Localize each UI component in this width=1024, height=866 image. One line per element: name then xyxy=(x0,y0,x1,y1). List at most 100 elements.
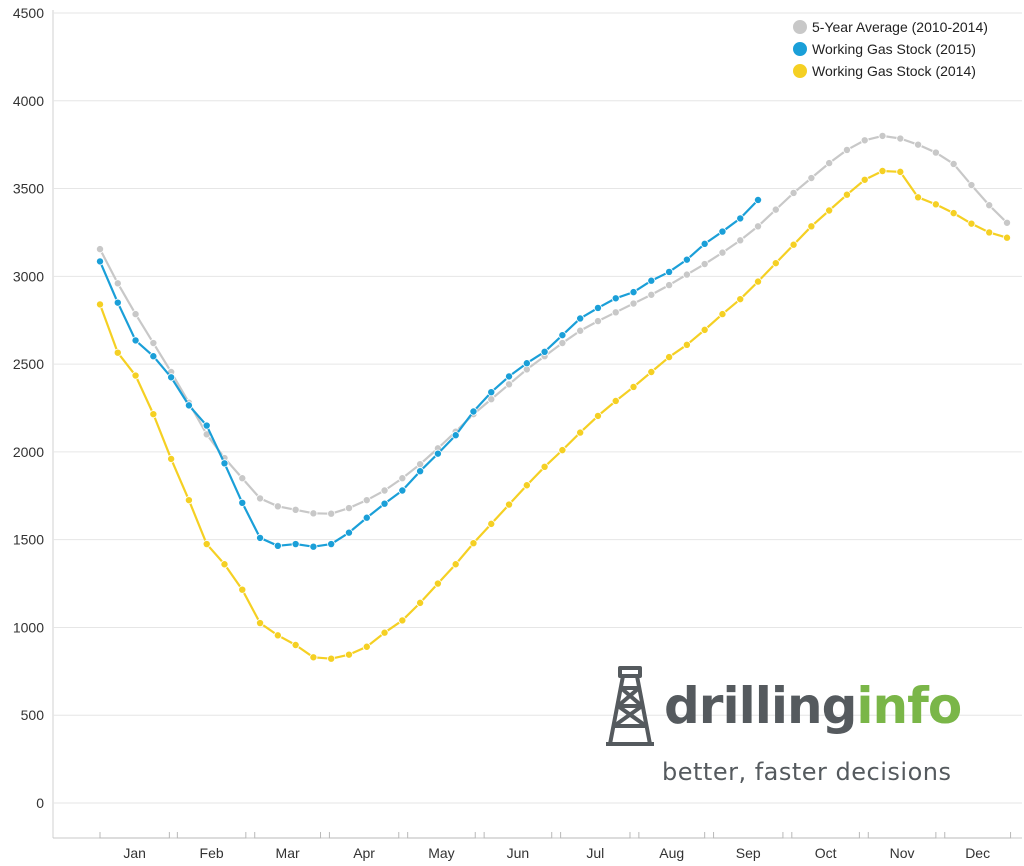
data-point xyxy=(700,239,709,248)
data-point xyxy=(985,228,994,237)
x-month-bracket xyxy=(867,832,937,839)
data-point xyxy=(149,352,158,361)
data-point xyxy=(131,310,140,319)
data-point xyxy=(291,641,300,650)
data-point xyxy=(416,467,425,476)
data-point xyxy=(113,279,122,288)
data-point xyxy=(896,167,905,176)
data-point xyxy=(771,205,780,214)
data-point xyxy=(771,259,780,268)
x-month-bracket xyxy=(713,832,784,839)
y-tick-label: 0 xyxy=(36,795,44,811)
data-point xyxy=(878,131,887,140)
data-point xyxy=(184,496,193,505)
legend-label: 5-Year Average (2010-2014) xyxy=(812,19,988,35)
x-tick-label: Apr xyxy=(353,845,375,861)
data-point xyxy=(344,528,353,537)
data-point xyxy=(256,619,265,628)
drillinginfo-logo: drillinginfo better, faster decisions xyxy=(606,666,986,796)
data-point xyxy=(149,339,158,348)
oil-rig-icon xyxy=(606,666,654,746)
data-point xyxy=(931,200,940,209)
x-tick-label: Jan xyxy=(123,845,146,861)
data-point xyxy=(665,267,674,276)
data-point xyxy=(682,255,691,264)
data-point xyxy=(113,298,122,307)
y-tick-label: 2000 xyxy=(13,444,44,460)
y-tick-label: 1500 xyxy=(13,532,44,548)
data-point xyxy=(362,496,371,505)
data-point xyxy=(629,299,638,308)
data-point xyxy=(593,411,602,420)
data-point xyxy=(327,540,336,549)
data-point xyxy=(611,294,620,303)
data-point xyxy=(825,159,834,168)
data-point xyxy=(967,219,976,228)
data-point xyxy=(949,209,958,218)
legend-swatch xyxy=(792,41,808,57)
data-point xyxy=(291,540,300,549)
gridlines xyxy=(52,10,1022,838)
x-month-bracket xyxy=(791,832,860,839)
legend-label: Working Gas Stock (2014) xyxy=(812,63,976,79)
data-point xyxy=(718,227,727,236)
series-3 xyxy=(96,166,1012,663)
data-point xyxy=(718,310,727,319)
logo-tagline: better, faster decisions xyxy=(662,758,952,786)
data-point xyxy=(220,560,229,569)
x-month-bracket xyxy=(99,832,170,839)
x-month-bracket xyxy=(328,832,400,839)
data-point xyxy=(113,348,122,357)
data-point xyxy=(647,368,656,377)
data-point xyxy=(416,598,425,607)
data-point xyxy=(878,166,887,175)
data-point xyxy=(451,560,460,569)
x-month-bracket xyxy=(407,832,476,839)
data-point xyxy=(540,462,549,471)
data-point xyxy=(647,290,656,299)
data-point xyxy=(433,579,442,588)
y-tick-label: 3000 xyxy=(13,268,44,284)
x-month-bracket xyxy=(560,832,631,839)
data-point xyxy=(576,314,585,323)
data-point xyxy=(576,326,585,335)
data-point xyxy=(344,504,353,513)
data-point xyxy=(362,513,371,522)
data-point xyxy=(967,181,976,190)
data-point xyxy=(398,474,407,483)
data-point xyxy=(344,650,353,659)
data-point xyxy=(291,505,300,514)
data-point xyxy=(309,509,318,518)
data-point xyxy=(380,628,389,637)
data-point xyxy=(576,428,585,437)
logo-word-drilling: drilling xyxy=(664,677,857,735)
data-point xyxy=(1003,233,1012,242)
data-point xyxy=(700,260,709,269)
data-point xyxy=(807,174,816,183)
data-point xyxy=(522,481,531,490)
data-point xyxy=(914,193,923,202)
x-month-bracket xyxy=(944,832,1012,839)
data-point xyxy=(505,500,514,509)
x-axis: Jan Feb Mar Apr May Jun Jul Aug Sep Oct Nov Dec xyxy=(53,832,1022,861)
data-point xyxy=(487,395,496,404)
data-point xyxy=(256,494,265,503)
data-point xyxy=(718,248,727,257)
y-tick-label: 1000 xyxy=(13,619,44,635)
y-tick-label: 4500 xyxy=(13,5,44,21)
data-point xyxy=(202,421,211,430)
data-point xyxy=(273,541,282,550)
legend-swatch xyxy=(792,19,808,35)
data-point xyxy=(131,336,140,345)
data-point xyxy=(611,308,620,317)
data-point xyxy=(754,195,763,204)
x-tick-label: Nov xyxy=(890,845,915,861)
data-point xyxy=(629,382,638,391)
y-tick-label: 2500 xyxy=(13,356,44,372)
x-tick-label: Oct xyxy=(815,845,837,861)
data-point xyxy=(184,401,193,410)
series-line xyxy=(99,134,1008,515)
data-point xyxy=(931,148,940,157)
data-point xyxy=(558,446,567,455)
data-point xyxy=(647,276,656,285)
